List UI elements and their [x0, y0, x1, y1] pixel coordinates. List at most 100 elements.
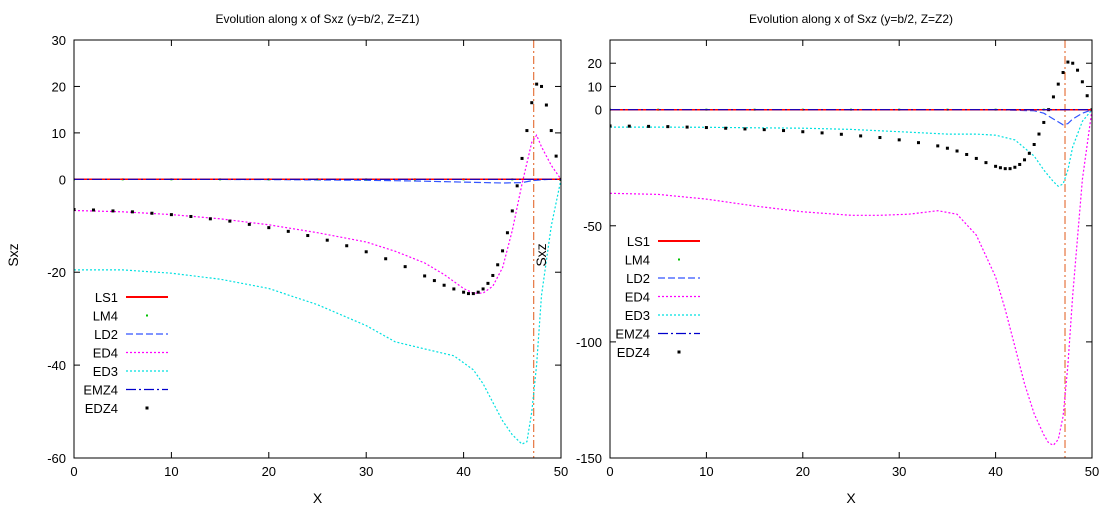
legend-swatch — [677, 350, 681, 354]
y-tick-label: -100 — [576, 335, 602, 350]
series-edz4-point — [345, 244, 349, 248]
y-tick-label: 10 — [52, 126, 66, 141]
series-edz4-point — [627, 124, 631, 128]
series-edz4-point — [208, 217, 212, 221]
series-ld2-line — [610, 109, 1092, 126]
series-edz4-point — [91, 208, 95, 212]
legend-label: LM4 — [93, 309, 118, 324]
series-edz4 — [74, 82, 561, 296]
y-axis-label: Sxz — [533, 243, 549, 266]
series-edz4-point — [704, 126, 708, 130]
legend-swatch — [678, 258, 680, 261]
series-edz4-point — [1051, 95, 1055, 99]
series-edz4-point — [384, 257, 388, 261]
series-edz4-point — [782, 129, 786, 133]
legend: LS1 LM4 LD2 ED4 ED3 EMZ4 EDZ4 — [83, 290, 168, 416]
legend: LS1 LM4 LD2 ED4 ED3 EMZ4 EDZ4 — [615, 234, 700, 360]
legend-entry: LM4 — [625, 253, 680, 268]
series-edz4-point — [466, 292, 470, 296]
series-edz4-point — [423, 274, 427, 278]
legend-label: ED4 — [93, 346, 118, 361]
y-tick-label: 0 — [595, 103, 602, 118]
legend-entry: ED4 — [93, 346, 168, 361]
plot-area — [74, 40, 561, 458]
series-ed3-line — [74, 179, 561, 445]
series-edz4-point — [462, 290, 466, 294]
series-edz4-point — [1008, 167, 1012, 171]
series-edz4-point — [525, 129, 529, 133]
x-tick-label: 0 — [70, 464, 77, 479]
series-edz4-point — [859, 134, 863, 138]
series-ed3-line — [610, 109, 1092, 188]
series-edz4-point — [189, 214, 193, 218]
series-edz4-point — [496, 263, 500, 267]
legend-label: ED4 — [625, 290, 650, 305]
series-edz4-point — [228, 219, 232, 223]
series-edz4-point — [111, 209, 115, 213]
series-edz4-point — [501, 249, 505, 253]
legend-label: LS1 — [627, 234, 650, 249]
legend-entry: LD2 — [94, 327, 168, 342]
series-edz4-point — [984, 161, 988, 165]
series-edz4-point — [801, 130, 805, 134]
series-edz4-point — [505, 231, 509, 235]
legend-label: EMZ4 — [615, 327, 650, 342]
legend-entry: LD2 — [626, 271, 700, 286]
legend-label: LS1 — [95, 290, 118, 305]
legend-entry: ED3 — [93, 364, 168, 379]
series-edz4-point — [364, 250, 368, 254]
legend-entry: EMZ4 — [615, 327, 700, 342]
series-edz4-point — [820, 131, 824, 135]
series-edz4-point — [520, 156, 524, 160]
series-edz4-point — [1032, 143, 1036, 146]
series-edz4-point — [452, 287, 456, 291]
legend-label: ED3 — [93, 364, 118, 379]
legend-entry: ED3 — [625, 308, 700, 323]
series-edz4-point — [762, 128, 766, 132]
x-tick-label: 10 — [699, 464, 713, 479]
series-edz4-point — [432, 279, 436, 283]
y-tick-label: -50 — [583, 219, 602, 234]
legend-swatch — [145, 406, 149, 410]
chart-title: Evolution along x of Sxz (y=b/2, Z=Z1) — [215, 12, 419, 26]
series-edz4-point — [486, 281, 490, 285]
series-edz4-point — [247, 222, 251, 226]
x-tick-label: 40 — [456, 464, 470, 479]
y-tick-label: 30 — [52, 33, 66, 48]
series-edz4-point — [945, 146, 949, 150]
series-edz4-point — [325, 238, 329, 242]
series-edz4-point — [1061, 71, 1065, 75]
series-edz4-point — [491, 273, 495, 277]
plot-area — [610, 40, 1092, 458]
series-edz4-point — [515, 184, 519, 188]
series-edz4 — [610, 60, 1092, 171]
y-tick-label: -60 — [47, 451, 66, 466]
y-tick-label: 20 — [52, 79, 66, 94]
legend-label: EMZ4 — [83, 383, 118, 398]
series-edz4-point — [442, 283, 446, 287]
series-ed4-line — [610, 109, 1092, 446]
x-tick-label: 50 — [554, 464, 568, 479]
series-edz4-point — [724, 126, 728, 130]
y-tick-label: 20 — [588, 56, 602, 71]
series-edz4-point — [306, 234, 310, 238]
legend-swatch — [146, 314, 148, 317]
series-edz4-point — [1003, 167, 1007, 171]
series-edz4-point — [481, 287, 485, 291]
plot-frame — [609, 39, 1093, 459]
x-tick-label: 0 — [606, 464, 613, 479]
series-edz4-point — [965, 152, 969, 156]
legend-entry: LS1 — [627, 234, 700, 249]
series-edz4-point — [666, 125, 670, 129]
x-axis-label: X — [313, 490, 323, 506]
x-tick-label: 30 — [892, 464, 906, 479]
x-tick-label: 30 — [359, 464, 373, 479]
series-edz4-point — [1013, 165, 1017, 169]
series-edz4-point — [994, 164, 998, 168]
series-edz4-point — [1042, 120, 1046, 124]
y-tick-label: -20 — [47, 265, 66, 280]
series-edz4-point — [916, 141, 920, 145]
x-tick-label: 20 — [796, 464, 810, 479]
y-tick-label: -150 — [576, 451, 602, 466]
